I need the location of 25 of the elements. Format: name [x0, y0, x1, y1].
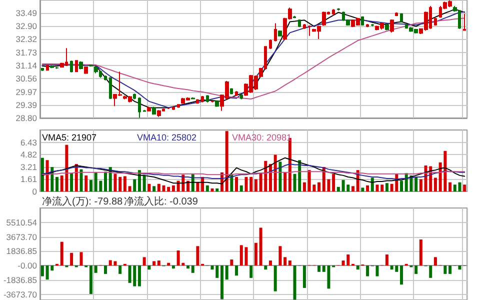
y-tick-label: 29.39	[16, 100, 38, 110]
y-tick-label: 0	[32, 186, 38, 196]
text: VMA5: 21907	[42, 132, 97, 142]
y-tick-label: 31.14	[16, 60, 38, 71]
text: VMA10: 25802	[137, 132, 197, 142]
y-tick-label: 3.21	[20, 162, 38, 172]
y-tick-label: 4.82	[20, 150, 38, 160]
y-tick-label: 32.32	[16, 34, 38, 44]
text: VMA30: 20981	[232, 132, 292, 142]
y-tick-label: -3673.70	[3, 289, 38, 300]
y-tick-label: 6.43	[20, 137, 38, 148]
text: 净流入(万): -79.88	[42, 196, 124, 208]
y-tick-label: 29.97	[16, 86, 38, 97]
y-tick-label: 28.80	[16, 113, 38, 123]
y-tick-label: 5510.54	[6, 217, 38, 228]
y-tick-label: -1836.85	[3, 274, 38, 285]
y-tick-label: 32.90	[16, 21, 38, 32]
text: 净流入比: -0.039	[124, 196, 198, 208]
y-tick-label: 33.49	[16, 8, 38, 18]
y-tick-label: 1.61	[20, 174, 38, 184]
y-tick-label: 1836.85	[6, 246, 38, 256]
y-tick-label: 30.56	[16, 74, 38, 84]
y-tick-label: -0.00	[18, 260, 38, 271]
y-tick-label: 3673.70	[6, 232, 38, 242]
y-tick-label: 31.73	[16, 47, 38, 58]
